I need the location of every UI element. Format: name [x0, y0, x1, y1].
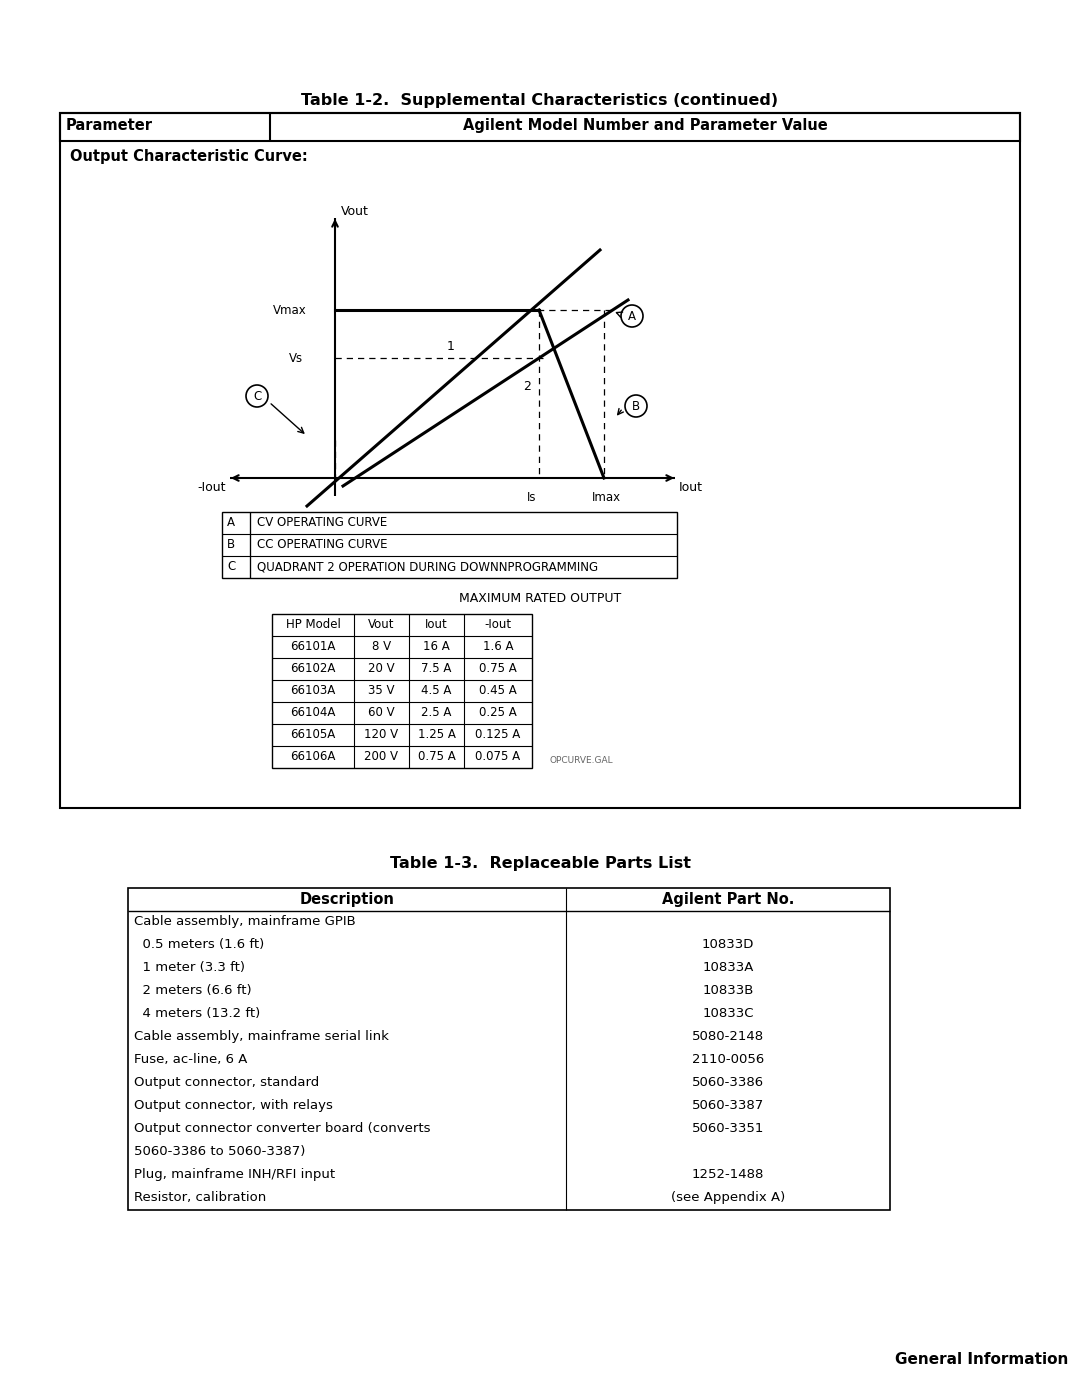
Text: B: B [632, 400, 640, 412]
Text: Table 1-3.  Replaceable Parts List: Table 1-3. Replaceable Parts List [390, 856, 690, 870]
Text: 5060-3351: 5060-3351 [692, 1122, 765, 1134]
Text: Fuse, ac-line, 6 A: Fuse, ac-line, 6 A [134, 1053, 247, 1066]
Text: 1252-1488: 1252-1488 [692, 1168, 765, 1180]
Text: 5060-3387: 5060-3387 [692, 1099, 765, 1112]
Text: CC OPERATING CURVE: CC OPERATING CURVE [257, 538, 388, 550]
Text: 2.5 A: 2.5 A [421, 705, 451, 719]
Bar [60, 113, 1020, 807]
Text: 5080-2148: 5080-2148 [692, 1030, 764, 1044]
Text: General Information    15: General Information 15 [895, 1352, 1080, 1368]
Text: -Iout: -Iout [485, 617, 512, 631]
Text: 66106A: 66106A [291, 750, 336, 763]
Text: 10833D: 10833D [702, 937, 754, 951]
Text: 200 V: 200 V [365, 750, 399, 763]
Text: 1: 1 [447, 339, 455, 353]
Text: 2: 2 [523, 380, 531, 393]
Text: Output connector, with relays: Output connector, with relays [134, 1099, 333, 1112]
Text: Output connector, standard: Output connector, standard [134, 1076, 320, 1090]
Text: 0.75 A: 0.75 A [480, 662, 517, 675]
Text: Iout: Iout [679, 481, 703, 495]
Text: Vmax: Vmax [273, 305, 307, 317]
Text: (see Appendix A): (see Appendix A) [671, 1192, 785, 1204]
Text: 66104A: 66104A [291, 705, 336, 719]
Text: Resistor, calibration: Resistor, calibration [134, 1192, 267, 1204]
Text: 10833C: 10833C [702, 1007, 754, 1020]
Text: A: A [227, 515, 235, 529]
Text: Is: Is [527, 490, 537, 504]
Text: 66103A: 66103A [291, 685, 336, 697]
Text: 66105A: 66105A [291, 728, 336, 740]
Text: 16 A: 16 A [423, 640, 450, 652]
Text: 0.25 A: 0.25 A [480, 705, 517, 719]
Bar [272, 615, 532, 768]
Text: 10833B: 10833B [702, 983, 754, 997]
Text: 0.45 A: 0.45 A [480, 685, 517, 697]
Text: Agilent Model Number and Parameter Value: Agilent Model Number and Parameter Value [462, 117, 827, 133]
Text: 4 meters (13.2 ft): 4 meters (13.2 ft) [134, 1007, 260, 1020]
Text: 8 V: 8 V [372, 640, 391, 652]
Text: MAXIMUM RATED OUTPUT: MAXIMUM RATED OUTPUT [459, 592, 621, 605]
Text: 0.75 A: 0.75 A [418, 750, 456, 763]
Text: OPCURVE.GAL: OPCURVE.GAL [550, 756, 613, 766]
Text: 4.5 A: 4.5 A [421, 685, 451, 697]
Text: C: C [253, 390, 261, 402]
Text: 120 V: 120 V [364, 728, 399, 740]
Text: HP Model: HP Model [285, 617, 340, 631]
Text: Agilent Part No.: Agilent Part No. [662, 893, 794, 907]
Text: 66102A: 66102A [291, 662, 336, 675]
Text: Vout: Vout [368, 617, 395, 631]
Text: QUADRANT 2 OPERATION DURING DOWNNPROGRAMMING: QUADRANT 2 OPERATION DURING DOWNNPROGRAM… [257, 560, 598, 573]
Text: Iout: Iout [426, 617, 448, 631]
Text: CV OPERATING CURVE: CV OPERATING CURVE [257, 515, 388, 529]
Text: Vout: Vout [341, 205, 369, 218]
Text: Imax: Imax [592, 490, 621, 504]
Bar [129, 888, 890, 1210]
Text: Vs: Vs [289, 352, 303, 365]
Text: Parameter: Parameter [66, 117, 153, 133]
Text: Output Characteristic Curve:: Output Characteristic Curve: [70, 149, 308, 163]
Text: Cable assembly, mainframe GPIB: Cable assembly, mainframe GPIB [134, 915, 355, 928]
Bar [222, 511, 677, 578]
Text: A: A [627, 310, 636, 323]
Text: 35 V: 35 V [368, 685, 395, 697]
Text: 1 meter (3.3 ft): 1 meter (3.3 ft) [134, 961, 245, 974]
Text: 5060-3386 to 5060-3387): 5060-3386 to 5060-3387) [134, 1146, 306, 1158]
Text: Description: Description [299, 893, 394, 907]
Text: 0.075 A: 0.075 A [475, 750, 521, 763]
Text: 5060-3386: 5060-3386 [692, 1076, 764, 1090]
Text: Plug, mainframe INH/RFI input: Plug, mainframe INH/RFI input [134, 1168, 335, 1180]
Text: 2 meters (6.6 ft): 2 meters (6.6 ft) [134, 983, 252, 997]
Text: 0.5 meters (1.6 ft): 0.5 meters (1.6 ft) [134, 937, 265, 951]
Text: 20 V: 20 V [368, 662, 395, 675]
Text: -Iout: -Iout [197, 481, 226, 495]
Text: C: C [227, 560, 235, 573]
Text: Table 1-2.  Supplemental Characteristics (continued): Table 1-2. Supplemental Characteristics … [301, 94, 779, 108]
Text: Output connector converter board (converts: Output connector converter board (conver… [134, 1122, 431, 1134]
Text: 7.5 A: 7.5 A [421, 662, 451, 675]
Text: 10833A: 10833A [702, 961, 754, 974]
Text: 60 V: 60 V [368, 705, 395, 719]
Text: 0.125 A: 0.125 A [475, 728, 521, 740]
Bar [60, 113, 1020, 141]
Text: B: B [227, 538, 235, 550]
Text: 1.6 A: 1.6 A [483, 640, 513, 652]
Text: 1.25 A: 1.25 A [418, 728, 456, 740]
Text: 2110-0056: 2110-0056 [692, 1053, 765, 1066]
Text: Cable assembly, mainframe serial link: Cable assembly, mainframe serial link [134, 1030, 389, 1044]
Text: 66101A: 66101A [291, 640, 336, 652]
